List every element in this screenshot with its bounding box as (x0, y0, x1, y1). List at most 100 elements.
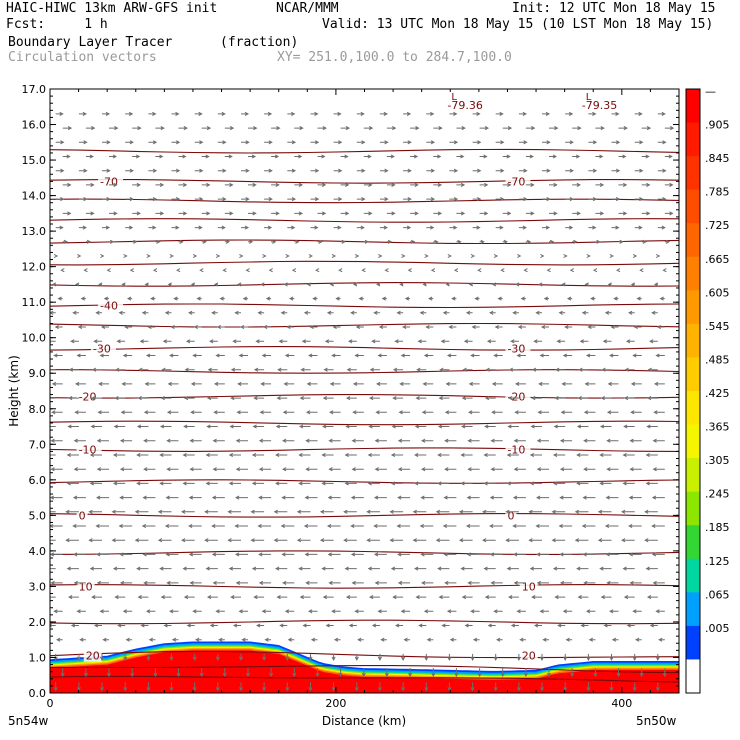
wind-vector (169, 609, 179, 614)
wind-vector (296, 538, 311, 543)
wind-vector (178, 154, 187, 159)
wind-vector (50, 623, 56, 628)
wind-vector (113, 424, 126, 429)
wind-vector (656, 324, 665, 330)
wind-vector (626, 623, 635, 628)
colorbar-label: .005 (705, 622, 730, 635)
contour-line (50, 260, 679, 266)
wind-vector (78, 225, 87, 230)
wind-vector (565, 637, 573, 642)
wind-vector (531, 396, 542, 401)
contour-line (50, 369, 679, 374)
wind-vector (155, 239, 161, 244)
wind-vector (536, 552, 549, 557)
wind-vector (317, 239, 323, 244)
colorbar-swatch (686, 424, 700, 459)
wind-vector (599, 452, 612, 458)
wind-vector (451, 296, 457, 301)
wind-vector (157, 509, 172, 514)
wind-vector (308, 609, 318, 614)
wind-vector (572, 154, 581, 159)
wind-vector (653, 282, 659, 287)
wind-vector (142, 495, 156, 500)
wind-vector (165, 552, 179, 557)
wind-vector (634, 140, 644, 145)
wind-vector (112, 452, 126, 458)
wind-vector (129, 268, 135, 273)
wind-vector (371, 339, 380, 344)
contour-label-bg (98, 299, 124, 312)
wind-vector (611, 140, 621, 145)
wind-vector (486, 339, 496, 344)
wind-vector (55, 225, 64, 230)
wind-vector (102, 197, 111, 202)
wind-vector (239, 324, 248, 330)
wind-vector (495, 111, 504, 116)
wind-vector (258, 467, 272, 472)
wind-vector (630, 381, 642, 386)
wind-vector (188, 495, 202, 500)
wind-vector (554, 396, 566, 401)
wind-vector (159, 424, 172, 429)
wind-vector (397, 580, 411, 585)
wind-vector (237, 282, 242, 287)
colorbar-label: .785 (705, 186, 730, 199)
wind-vector (490, 580, 503, 585)
wind-vector (399, 282, 404, 287)
wind-vector (449, 197, 459, 202)
wind-vector (397, 438, 411, 443)
wind-vector (60, 668, 65, 678)
wind-vector (552, 566, 566, 571)
wind-vector (170, 324, 179, 330)
wind-vector (230, 367, 241, 372)
wind-vector (143, 580, 156, 585)
wind-vector (379, 225, 388, 230)
wind-vector (205, 566, 218, 571)
wind-vector (616, 668, 621, 678)
wind-vector (123, 653, 128, 661)
contour-label: 10 (79, 580, 93, 593)
wind-vector (273, 538, 288, 543)
wind-vector (321, 452, 334, 458)
wind-vector (381, 296, 387, 301)
wind-vector (539, 609, 549, 614)
wind-vector (446, 609, 457, 614)
contour-line (50, 394, 679, 399)
wind-vector (356, 140, 366, 145)
wind-vector (140, 623, 149, 628)
wind-vector (542, 225, 551, 230)
wind-vector (171, 140, 181, 145)
wind-vector (224, 126, 235, 131)
wind-vector (166, 580, 179, 585)
wind-vector (632, 682, 637, 692)
wind-vector (664, 154, 673, 159)
wind-vector (426, 225, 435, 230)
wind-vector (529, 566, 542, 571)
model-title: HAIC-HIWC 13km ARW-GFS init (6, 1, 218, 16)
wind-vector (542, 197, 551, 202)
wind-vector (250, 538, 265, 543)
wind-vector (322, 595, 334, 600)
wind-vector (448, 324, 457, 330)
y-tick-label: 11.0 (22, 296, 47, 309)
wind-vector (493, 682, 498, 692)
wind-vector (572, 211, 581, 216)
x-tick-label: 400 (611, 697, 632, 710)
contour-label-bg (90, 342, 116, 355)
wind-vector (121, 381, 133, 386)
wind-vector (106, 668, 112, 678)
wind-vector (611, 637, 619, 642)
wind-vector (543, 296, 549, 301)
wind-vector (403, 140, 412, 145)
wind-vector (55, 111, 64, 116)
wind-vector (377, 653, 382, 661)
colorbar-swatch (686, 659, 700, 694)
wind-vector (301, 339, 311, 344)
wind-vector (188, 523, 202, 529)
wind-vector (328, 580, 341, 585)
wind-vector (184, 367, 195, 372)
wind-vector (343, 509, 357, 514)
wind-vector (525, 154, 534, 159)
wind-vector (215, 609, 225, 614)
wind-vector (472, 197, 482, 202)
